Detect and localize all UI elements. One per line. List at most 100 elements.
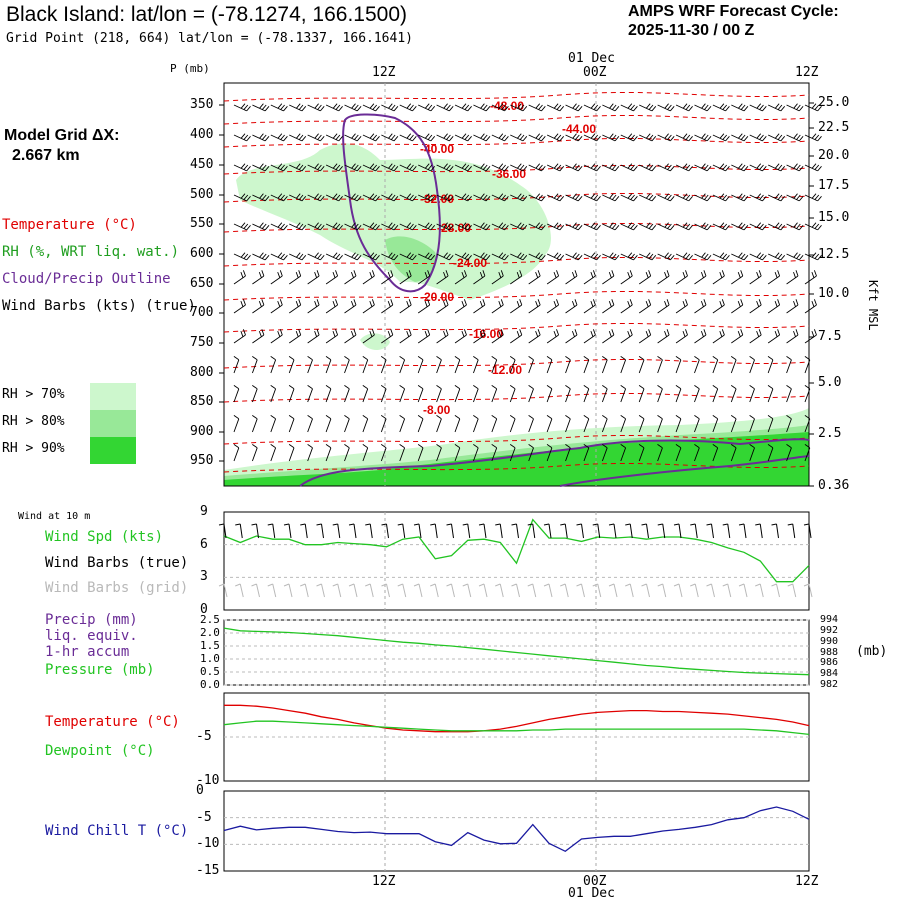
wind-barb	[380, 356, 387, 374]
wind-barb	[325, 270, 339, 285]
isotherm-label: -24.00	[453, 256, 487, 270]
wind-barb	[528, 163, 546, 172]
legend-cloud: Cloud/Precip Outline	[2, 271, 171, 287]
wind-speed-tick-3: 3	[200, 569, 208, 585]
wind-speed-panel	[223, 511, 810, 611]
wind-barb	[786, 193, 804, 202]
wind-barb	[510, 103, 528, 112]
cloud-outline-upper	[342, 113, 441, 293]
wind-barb	[675, 356, 682, 374]
surface-barb-true	[381, 523, 389, 539]
wind-barb	[307, 252, 325, 261]
wind-barb	[418, 193, 436, 202]
wind-barb	[436, 252, 454, 261]
surface-barb-grid	[803, 583, 813, 598]
wind-barb	[528, 356, 534, 374]
wind-barb	[399, 299, 412, 314]
wind-barb	[473, 193, 491, 202]
wind-barb	[601, 356, 608, 374]
wind-barb	[436, 329, 449, 344]
wind-barb	[454, 270, 467, 285]
wind-barb	[657, 222, 675, 231]
surface-barb-true	[283, 523, 292, 539]
wind-barb	[362, 193, 380, 202]
wind-barb	[694, 133, 712, 142]
height-label-8: 5.0	[818, 375, 842, 390]
wind-barb	[528, 299, 541, 314]
wind-barb	[436, 193, 454, 202]
wind-barb	[712, 385, 719, 403]
wind-barb	[712, 222, 730, 231]
legend-precip-liq: liq. equiv.	[45, 628, 138, 644]
bottom-tick-12z-b: 12Z	[795, 874, 819, 889]
wind-barb	[583, 193, 601, 202]
surface-barb-grid	[235, 583, 244, 598]
wind-barb	[417, 299, 431, 314]
legend-windchill: Wind Chill T (°C)	[45, 823, 189, 839]
wind-barb	[454, 163, 472, 172]
surface-barb-grid	[576, 583, 585, 598]
surface-barb-true	[511, 523, 519, 539]
wind-barb	[380, 385, 387, 403]
wind-barb	[675, 133, 693, 142]
wind-barb	[233, 299, 246, 314]
wind-barb	[417, 444, 424, 462]
wind-barb	[270, 444, 277, 462]
wind-barb	[362, 444, 369, 462]
wind-barb	[418, 103, 436, 112]
wind-barb	[565, 103, 583, 112]
pressure-label-950: 950	[190, 453, 214, 468]
wind-barb	[510, 163, 528, 172]
wind-barb	[749, 103, 767, 112]
wind-barb	[804, 415, 811, 433]
pressure-label-900: 900	[190, 424, 214, 439]
wind-barb	[510, 252, 528, 261]
wind-barb	[325, 163, 343, 172]
wind-barb	[491, 299, 504, 314]
surface-barb-grid	[332, 583, 342, 598]
wind-barb	[749, 222, 767, 231]
pressure-tick-994: 994	[820, 614, 839, 625]
wind-barb	[602, 252, 620, 261]
wind-barb	[657, 163, 675, 172]
windchill-line	[223, 806, 810, 853]
wind-barb	[252, 163, 270, 172]
wind-barb	[749, 415, 755, 433]
surface-barb-true	[316, 523, 324, 539]
wind-barb	[362, 270, 375, 285]
wind-barb	[767, 193, 786, 202]
wind-barb	[712, 270, 725, 285]
isotherm-label: -44.00	[562, 122, 596, 136]
wind-barb	[528, 444, 534, 462]
wind-barb	[730, 444, 737, 462]
wind-barb	[786, 103, 804, 112]
cycle-time: 2025-11-30 / 00 Z	[628, 22, 755, 39]
wind-barb	[233, 444, 240, 462]
wind-barb	[289, 103, 307, 112]
wind-barb	[601, 385, 608, 403]
wind-barb	[565, 163, 583, 172]
wind-speed-tick-6: 6	[200, 536, 208, 552]
wind-barb	[749, 193, 767, 202]
wind-barb	[675, 299, 688, 314]
wind-barb	[731, 299, 744, 314]
surface-barb-grid	[722, 583, 732, 598]
wind-barb	[749, 163, 767, 172]
wind-barb	[381, 133, 399, 142]
wind-barb	[528, 329, 541, 344]
wind-barb	[307, 163, 325, 172]
wind-barb	[565, 415, 571, 433]
wind-barb	[270, 415, 277, 433]
wind-barb	[381, 222, 399, 231]
wind-barb	[638, 444, 645, 462]
pressure-tick-990: 990	[820, 635, 839, 647]
model-grid-value: 2.667 km	[12, 147, 80, 164]
wind-barb	[454, 222, 472, 231]
pressure-label-650: 650	[190, 276, 214, 291]
wind-barb	[473, 103, 491, 112]
wind-barb	[417, 329, 431, 344]
wind-barb	[510, 222, 528, 231]
top-tick-12z-b: 12Z	[795, 65, 819, 80]
wind-barb	[289, 252, 307, 261]
surface-barb-grid	[592, 583, 602, 598]
